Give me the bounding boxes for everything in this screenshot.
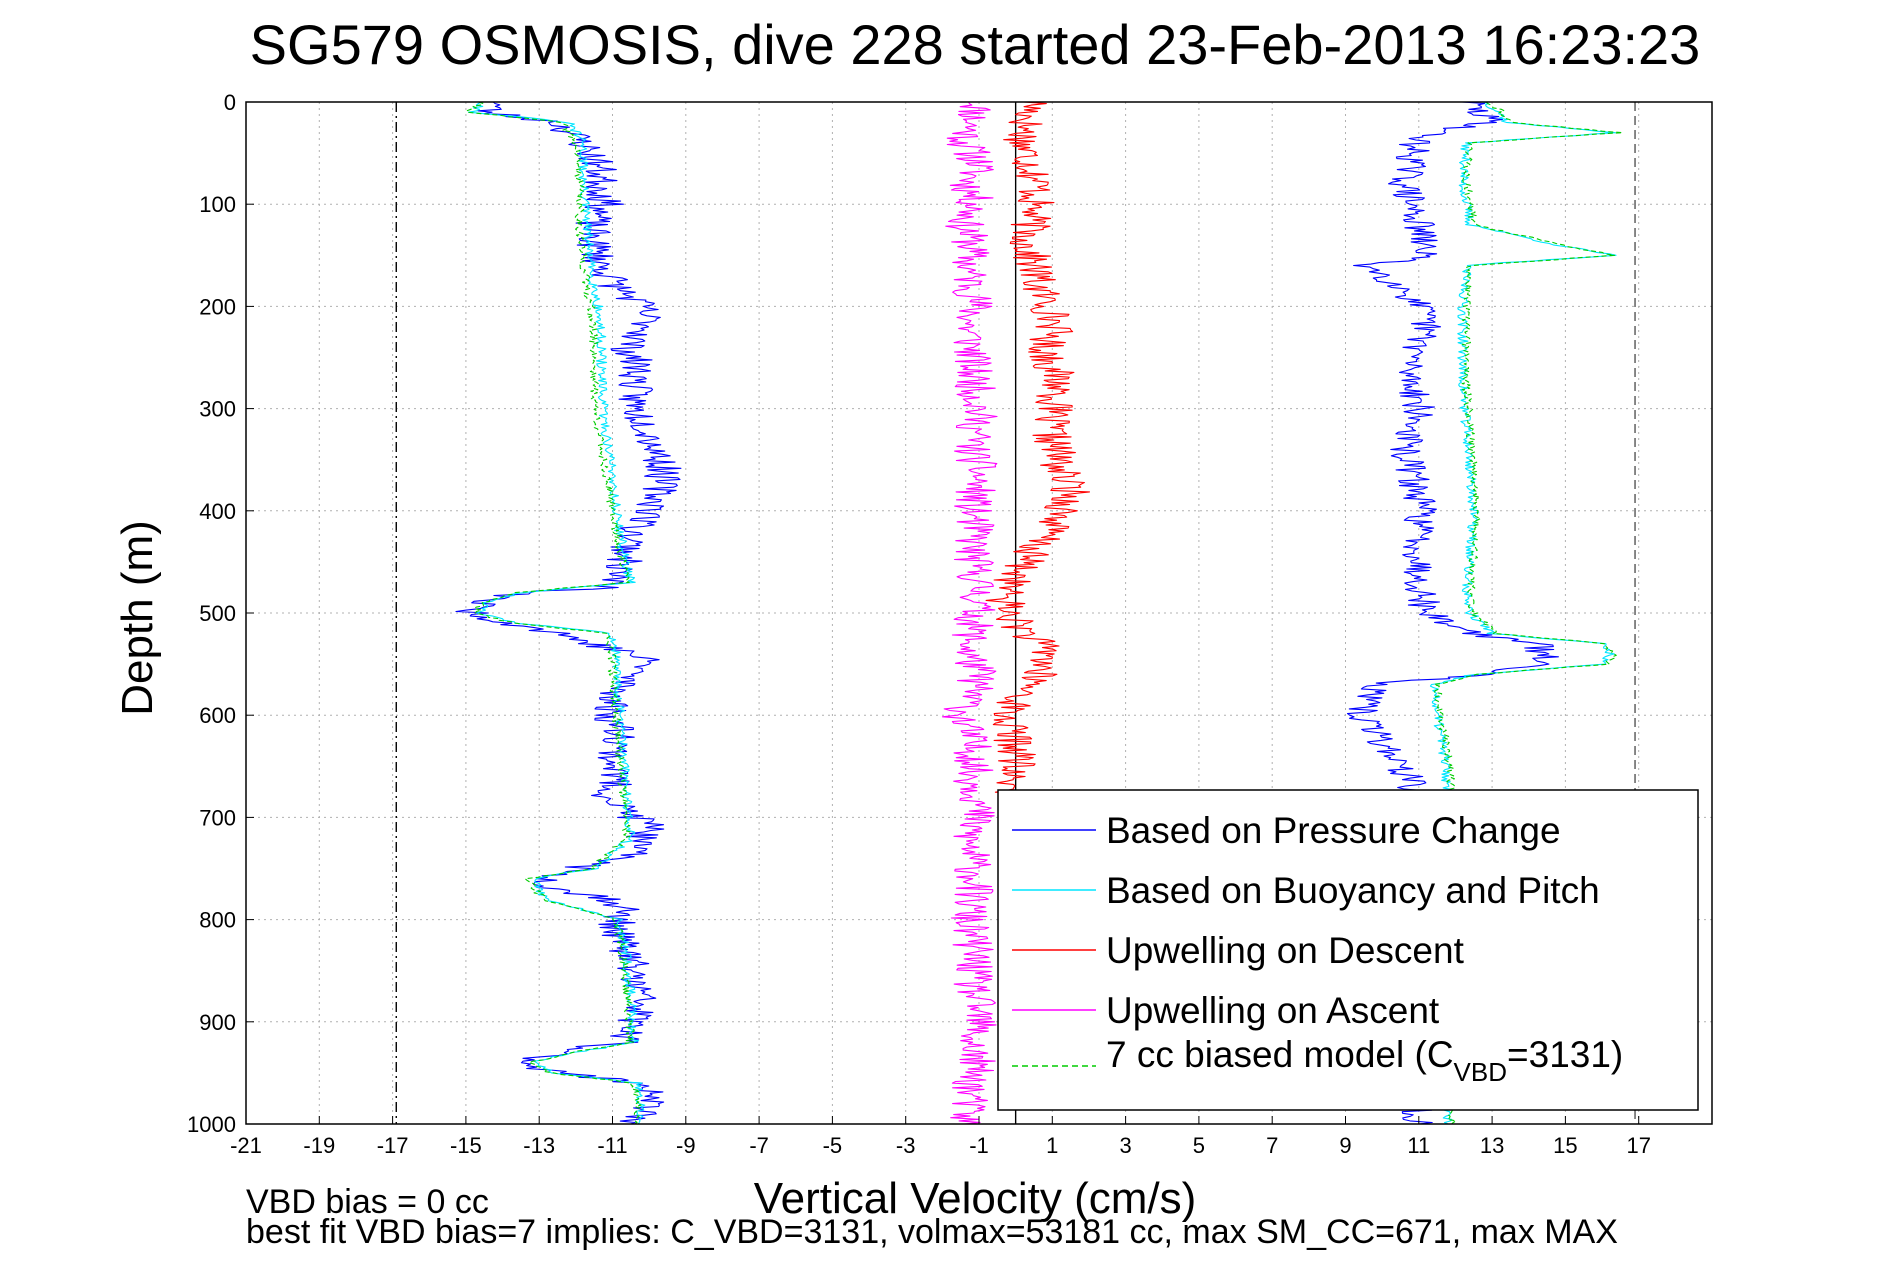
x-tick-label: -7 <box>749 1133 769 1158</box>
y-axis-label: Depth (m) <box>113 520 162 716</box>
x-axis-ticks: -21 -19 -17 -15 -13 -11 -9 -7 -5 -3 -1 1 3 5 7 9 11 13 15 1… <box>230 1116 1651 1158</box>
x-tick-label: 15 <box>1553 1133 1577 1158</box>
y-tick-label: 300 <box>199 397 236 422</box>
y-tick-label: 400 <box>199 499 236 524</box>
y-tick-label: 800 <box>199 908 236 933</box>
x-tick-label: -15 <box>450 1133 482 1158</box>
model-ascent-line <box>1433 101 1624 1125</box>
x-tick-label: 3 <box>1119 1133 1131 1158</box>
legend-box <box>997 789 1699 1111</box>
legend-label-model-tail: =3131) <box>1507 1034 1623 1075</box>
x-tick-label: -5 <box>823 1133 843 1158</box>
series-layer <box>455 101 1624 1125</box>
x-tick-label: 9 <box>1339 1133 1351 1158</box>
x-tick-label: -11 <box>597 1133 627 1158</box>
legend-label-ascent: Upwelling on Ascent <box>1106 990 1440 1031</box>
pressure-descent-line <box>455 101 682 1125</box>
best-fit-note: best fit VBD bias=7 implies: C_VBD=3131,… <box>246 1213 1618 1251</box>
x-tick-label: 17 <box>1626 1133 1650 1158</box>
legend-label-descent: Upwelling on Descent <box>1106 930 1465 971</box>
x-tick-label: -21 <box>230 1133 262 1158</box>
legend-label-model-main: 7 cc biased model (C <box>1106 1034 1454 1075</box>
x-tick-label: -3 <box>896 1133 916 1158</box>
legend-label-model-sub: VBD <box>1454 1057 1507 1087</box>
vbd-bias-note: VBD bias = 0 cc <box>246 1183 489 1221</box>
y-axis-ticks: 0 100 200 300 400 500 600 700 800 900 1000 <box>187 90 254 1137</box>
x-tick-label: 1 <box>1046 1133 1058 1158</box>
ascent-upwelling-line <box>941 101 998 1125</box>
y-tick-label: 100 <box>199 192 236 217</box>
x-tick-label: 7 <box>1266 1133 1278 1158</box>
legend-label-buoyancy: Based on Buoyancy and Pitch <box>1106 870 1600 911</box>
x-axis-label: Vertical Velocity (cm/s) <box>754 1174 1197 1223</box>
x-tick-label: -17 <box>377 1133 409 1158</box>
chart-title: SG579 OSMOSIS, dive 228 started 23-Feb-2… <box>250 13 1701 76</box>
x-tick-label: -13 <box>523 1133 555 1158</box>
y-tick-label: 600 <box>199 703 236 728</box>
x-tick-label: -1 <box>969 1133 989 1158</box>
legend: Based on Pressure Change Based on Buoyan… <box>997 789 1699 1111</box>
y-tick-label: 0 <box>224 90 236 115</box>
legend-label-model: 7 cc biased model (CVBD=3131) <box>1106 1034 1623 1087</box>
y-tick-label: 1000 <box>187 1112 236 1137</box>
x-tick-label: -9 <box>676 1133 696 1158</box>
y-tick-label: 500 <box>199 601 236 626</box>
x-tick-label: -19 <box>303 1133 335 1158</box>
x-tick-label: 5 <box>1193 1133 1205 1158</box>
descent-upwelling-line <box>985 101 1091 798</box>
legend-label-pressure: Based on Pressure Change <box>1106 810 1561 851</box>
buoyancy-descent-line <box>467 101 646 1125</box>
y-tick-label: 200 <box>199 294 236 319</box>
x-tick-label: 11 <box>1407 1133 1430 1158</box>
model-descent-line <box>466 101 642 1125</box>
x-tick-label: 13 <box>1480 1133 1504 1158</box>
y-tick-label: 900 <box>199 1010 236 1035</box>
y-tick-label: 700 <box>199 805 236 830</box>
